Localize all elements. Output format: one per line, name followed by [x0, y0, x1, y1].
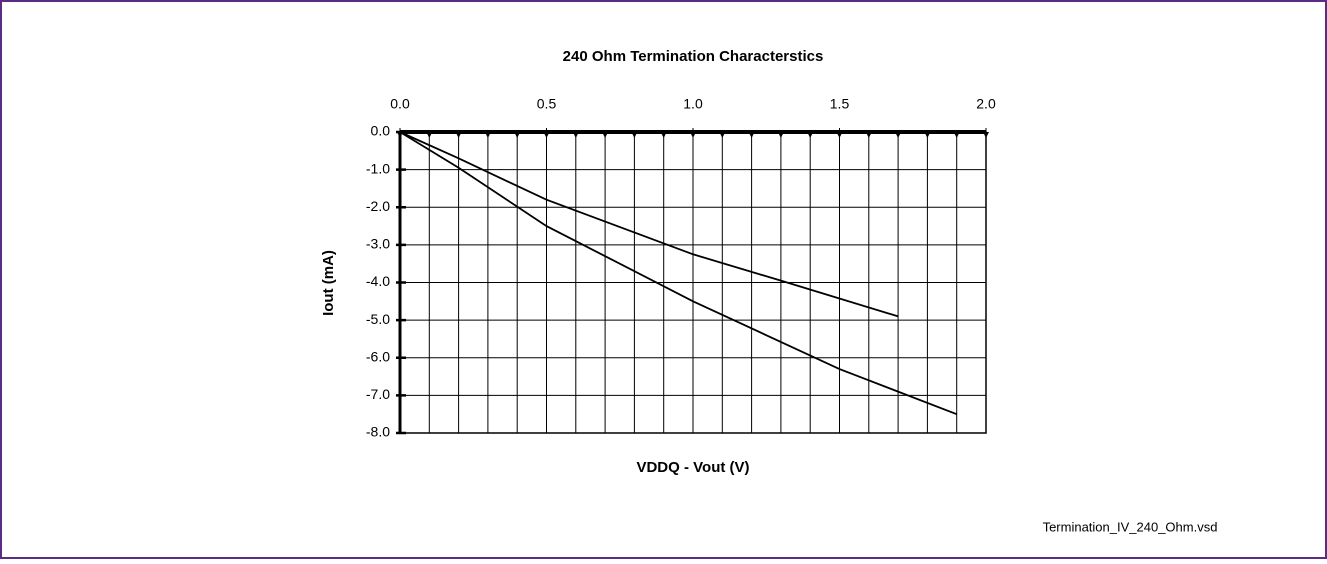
y-tick-label: -2.0 [366, 198, 390, 214]
y-tick-label: -6.0 [366, 348, 390, 364]
y-tick-label: 0.0 [371, 123, 391, 139]
x-tick-label: 1.5 [830, 96, 850, 112]
y-tick-label: -4.0 [366, 273, 390, 289]
x-tick-label: 0.5 [537, 96, 557, 112]
y-tick-label: -7.0 [366, 386, 390, 402]
data-line [399, 131, 899, 318]
x-tick-label: 2.0 [976, 96, 996, 112]
y-tick-label: -1.0 [366, 160, 390, 176]
file-note: Termination_IV_240_Ohm.vsd [1043, 519, 1218, 534]
data-line [399, 131, 958, 416]
y-tick-label: -3.0 [366, 236, 390, 252]
y-tick-label: -5.0 [366, 311, 390, 327]
y-axis-label: Iout (mA) [320, 250, 337, 316]
x-axis-label: VDDQ - Vout (V) [636, 459, 749, 476]
chart-title: 240 Ohm Termination Characterstics [563, 48, 824, 65]
y-tick-label: -8.0 [366, 424, 390, 440]
x-tick-label: 1.0 [683, 96, 703, 112]
x-tick-label: 0.0 [390, 96, 410, 112]
